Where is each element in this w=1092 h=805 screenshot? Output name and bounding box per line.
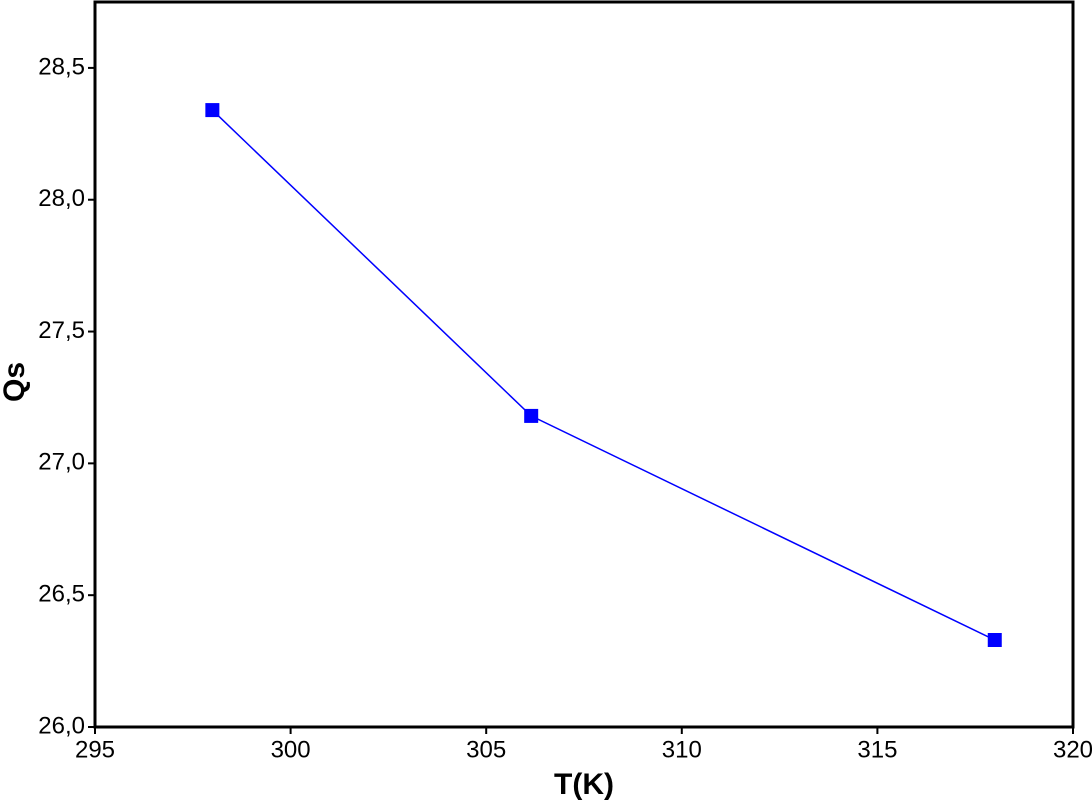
x-tick-label: 315 bbox=[857, 736, 897, 763]
plot-frame bbox=[93, 0, 1075, 729]
y-tick-label: 27,0 bbox=[38, 449, 85, 476]
y-axis-title: Qs bbox=[0, 362, 31, 402]
x-axis-title: T(K) bbox=[554, 768, 614, 801]
point-marker bbox=[205, 103, 220, 118]
y-tick-label: 26,5 bbox=[38, 581, 85, 608]
y-tick-label: 26,0 bbox=[38, 712, 85, 739]
x-tick-label: 300 bbox=[271, 736, 311, 763]
y-tick-label: 27,5 bbox=[38, 317, 85, 344]
point-marker bbox=[524, 408, 539, 423]
y-tick-label: 28,5 bbox=[38, 53, 85, 80]
x-tick-label: 320 bbox=[1053, 736, 1092, 763]
x-tick-label: 305 bbox=[466, 736, 506, 763]
x-tick-label: 310 bbox=[662, 736, 702, 763]
y-tick-label: 28,0 bbox=[38, 185, 85, 212]
point-marker bbox=[987, 633, 1002, 647]
x-tick-label: 295 bbox=[75, 736, 115, 763]
series-line bbox=[211, 109, 996, 641]
